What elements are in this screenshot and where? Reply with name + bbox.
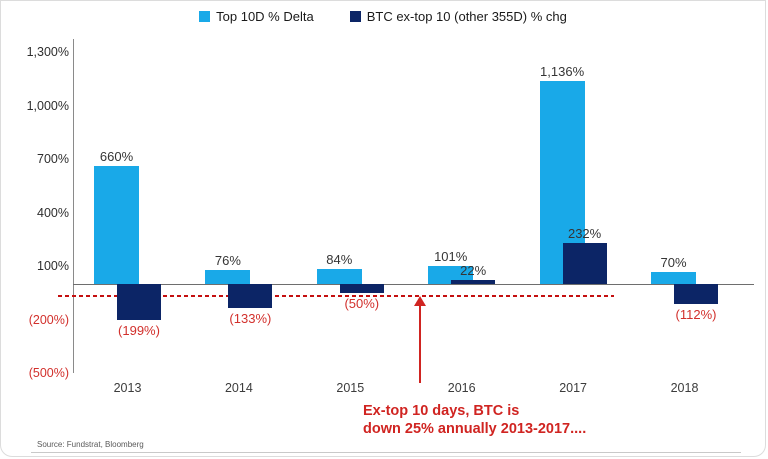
x-tick-label: 2017	[559, 381, 587, 395]
legend-item-top10d: Top 10D % Delta	[199, 9, 314, 24]
x-tick-label: 2015	[336, 381, 365, 395]
bar-top10d-2014	[205, 270, 251, 284]
y-axis-line	[73, 39, 74, 373]
bar-value-label: (112%)	[675, 307, 717, 322]
y-tick-label: 400%	[37, 205, 69, 220]
y-tick-label: 1,300%	[26, 45, 69, 60]
annotation-text: Ex-top 10 days, BTC is down 25% annually…	[363, 402, 586, 438]
bar-btc-ex-top10-2018	[674, 284, 718, 304]
legend-label-btc-ex-top10: BTC ex-top 10 (other 355D) % chg	[366, 9, 567, 24]
legend-label-top10d: Top 10D % Delta	[216, 9, 314, 24]
bar-value-label: (133%)	[229, 310, 272, 326]
bar-value-label: 232%	[567, 225, 602, 241]
legend-swatch-btc-ex-top10-icon	[349, 11, 361, 22]
bar-btc-ex-top10-2017	[562, 242, 607, 284]
reference-dashed-line	[58, 295, 614, 298]
x-tick-label: 2016	[447, 381, 476, 395]
bar-value-label: 76%	[214, 253, 241, 269]
bar-value-label: 101%	[434, 249, 468, 264]
bar-btc-ex-top10-2014	[228, 284, 273, 308]
y-tick-label: 700%	[37, 152, 69, 167]
zero-baseline	[73, 284, 754, 285]
annotation-line2: down 25% annually 2013-2017....	[363, 421, 587, 437]
bar-value-label: 22%	[460, 263, 487, 279]
bar-btc-ex-top10-2013	[117, 284, 161, 320]
bar-value-label: 84%	[326, 252, 353, 267]
y-tick-label: (200%)	[28, 312, 69, 327]
bottom-divider	[31, 452, 741, 453]
source-credit: Source: Fundstrat, Bloomberg	[37, 440, 144, 449]
legend: Top 10D % Delta BTC ex-top 10 (other 355…	[1, 9, 765, 24]
bar-btc-ex-top10-2016	[451, 280, 496, 284]
bar-value-label: 1,136%	[540, 64, 585, 80]
bar-top10d-2015	[316, 269, 362, 284]
y-tick-label: 1,000%	[26, 98, 69, 113]
y-tick-label: 100%	[37, 259, 69, 274]
annotation-arrow-head-icon	[414, 296, 426, 306]
bar-top10d-2016	[428, 266, 474, 284]
annotation-arrow-line	[419, 304, 421, 383]
x-tick-label: 2018	[670, 381, 699, 395]
y-tick-label: (500%)	[28, 366, 69, 381]
bar-top10d-2018	[651, 271, 696, 284]
bar-value-label: 70%	[660, 254, 687, 270]
legend-item-btc-ex-top10: BTC ex-top 10 (other 355D) % chg	[349, 9, 567, 24]
bar-btc-ex-top10-2015	[339, 284, 384, 293]
bar-top10d-2013	[94, 166, 139, 284]
bar-value-label: (199%)	[118, 322, 160, 338]
annotation-line1: Ex-top 10 days, BTC is	[363, 403, 520, 419]
x-tick-label: 2013	[113, 381, 142, 395]
legend-swatch-top10d-icon	[199, 11, 211, 22]
bar-value-label: (50%)	[344, 295, 380, 311]
bar-value-label: 660%	[99, 149, 134, 165]
x-tick-label: 2014	[224, 381, 253, 395]
